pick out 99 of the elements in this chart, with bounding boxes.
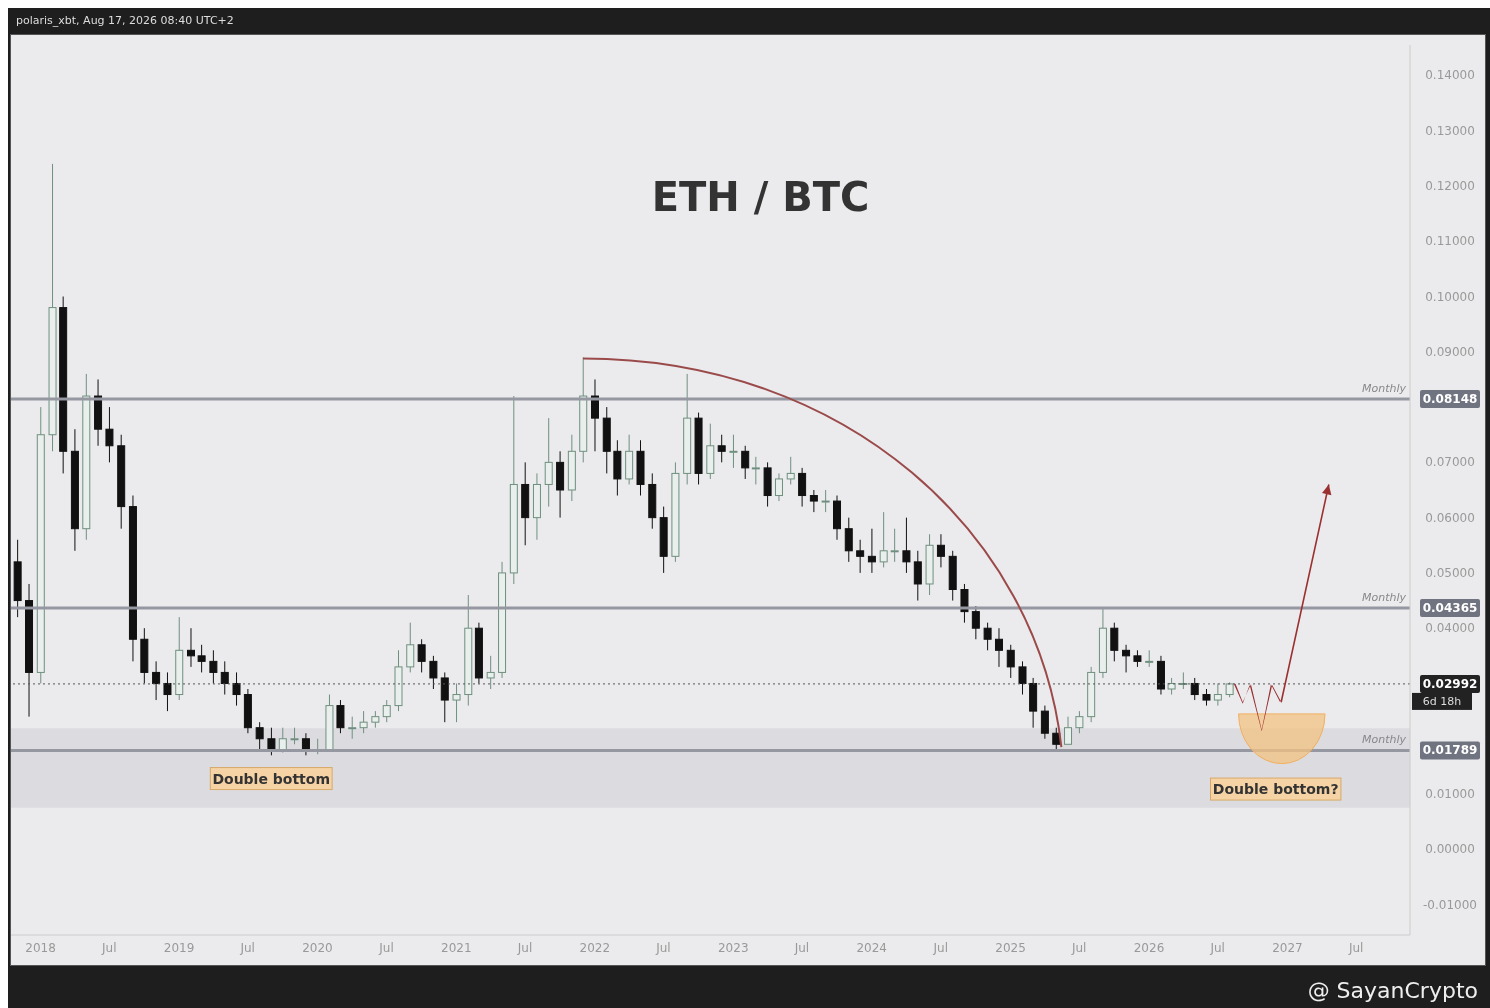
- text: polaris_xbt, Aug 17, 2026 08:40 UTC+2: [15, 13, 235, 29]
- ref-line-label: Monthly: [1361, 381, 1407, 395]
- y-tick-label: 0.07000: [1425, 455, 1475, 470]
- x-tick-label: Jul: [932, 940, 948, 955]
- candlestick: [220, 660, 229, 696]
- x-tick-label: Jul: [793, 940, 810, 955]
- ref-line-label: Monthly: [1361, 591, 1407, 605]
- y-tick-label: 0.06000: [1425, 510, 1475, 525]
- candlestick: [232, 671, 241, 707]
- candlestick: [255, 721, 264, 751]
- y-tick-label: 0.12000: [1425, 178, 1475, 193]
- x-tick-label: Jul: [378, 940, 394, 955]
- y-tick-label: 0.02992: [1422, 676, 1478, 691]
- candlestick: [786, 456, 795, 485]
- candlestick: [429, 655, 438, 690]
- x-tick-label: 2020: [302, 940, 333, 955]
- x-tick-label: 2021: [441, 940, 472, 955]
- candlestick: [1040, 705, 1049, 740]
- candlestick: [590, 378, 599, 452]
- x-tick-label: 2027: [1272, 940, 1303, 955]
- candlestick: [406, 622, 415, 673]
- ref-line-label: 6d 18h: [1422, 694, 1462, 708]
- candlestick: [209, 649, 218, 684]
- x-tick-label: Jul: [516, 940, 533, 955]
- y-tick-label: 0.00000: [1425, 842, 1475, 857]
- candlestick: [971, 605, 980, 640]
- candlestick: [844, 517, 853, 563]
- candlestick: [278, 727, 287, 754]
- ref-line-label: Monthly: [1361, 733, 1407, 747]
- y-tick-label: 0.11000: [1425, 234, 1475, 249]
- candlestick: [879, 511, 888, 568]
- candlestick: [452, 682, 461, 723]
- x-tick-label: Jul: [239, 940, 255, 955]
- y-tick-label: 0.10000: [1425, 289, 1475, 304]
- candlestick: [1122, 644, 1131, 673]
- candlestick: [983, 622, 992, 651]
- x-tick-label: 2019: [163, 940, 195, 955]
- candlestick: [486, 655, 495, 690]
- candlestick: [1018, 660, 1027, 696]
- y-tick-label: 0.01789: [1422, 743, 1478, 758]
- candlestick: [890, 528, 899, 563]
- y-tick-label: 0.14000: [1425, 68, 1475, 83]
- x-tick-label: 2024: [856, 940, 887, 955]
- candlestick: [1064, 716, 1073, 745]
- x-tick-label: Jul: [1070, 940, 1087, 955]
- x-tick-label: 2023: [717, 940, 749, 955]
- candlestick: [717, 434, 726, 463]
- candlestick: [1052, 727, 1061, 752]
- candlestick: [729, 434, 738, 469]
- x-tick-label: Jul: [655, 940, 671, 955]
- x-tick-label: 2026: [1133, 940, 1165, 955]
- x-tick-label: 2025: [995, 940, 1026, 955]
- candlestick: [1110, 622, 1119, 662]
- y-tick-label: 0.05000: [1425, 565, 1475, 580]
- candlestick: [348, 716, 357, 740]
- y-tick-label: 0.08148: [1422, 391, 1478, 406]
- candlestick: [197, 644, 206, 673]
- candlestick: [417, 638, 426, 673]
- y-tick-label: 0.09000: [1425, 344, 1475, 359]
- y-tick-label: 0.04000: [1425, 621, 1475, 636]
- y-tick-label: 0.04365: [1422, 601, 1478, 616]
- annotation: Double bottom: [212, 770, 331, 787]
- candlestick: [1006, 644, 1015, 679]
- candlestick: [105, 406, 114, 463]
- y-tick-label: 0.13000: [1425, 123, 1475, 138]
- candlestick: [774, 472, 783, 502]
- candlestick: [856, 539, 865, 574]
- annotation: Double bottom?: [1212, 781, 1339, 798]
- candlestick: [913, 550, 922, 602]
- candlestick: [798, 467, 807, 508]
- candlestick: [936, 533, 945, 568]
- candlestick: [544, 417, 553, 508]
- x-tick-label: Jul: [1347, 940, 1364, 955]
- candlestick: [1075, 710, 1084, 734]
- x-tick-label: Jul: [101, 940, 117, 955]
- x-tick-label: Jul: [1209, 940, 1225, 955]
- candlestick: [741, 445, 750, 480]
- candlestick: [267, 727, 276, 756]
- candlestick: [336, 699, 345, 734]
- candlestick: [187, 627, 195, 668]
- candlestick: [902, 517, 911, 574]
- y-tick-label: -0.01000: [1423, 897, 1477, 912]
- y-tick-label: 0.01000: [1425, 787, 1475, 802]
- candlestick: [163, 671, 172, 712]
- candlestick: [809, 489, 818, 513]
- candlestick: [821, 489, 830, 513]
- x-tick-label: 2018: [25, 940, 56, 955]
- candlestick: [382, 699, 391, 723]
- candlestick: [751, 456, 760, 485]
- text: ETH / BTC: [651, 173, 870, 220]
- candlestick: [440, 671, 449, 723]
- candlestick: [867, 528, 876, 574]
- candlestick: [1213, 682, 1222, 707]
- candlestick: [152, 660, 161, 701]
- candlestick: [1190, 677, 1199, 701]
- x-tick-label: 2022: [579, 940, 611, 955]
- candlestick: [994, 627, 1003, 668]
- candlestick: [359, 710, 368, 734]
- text: @ SayanCrypto: [1307, 978, 1478, 1003]
